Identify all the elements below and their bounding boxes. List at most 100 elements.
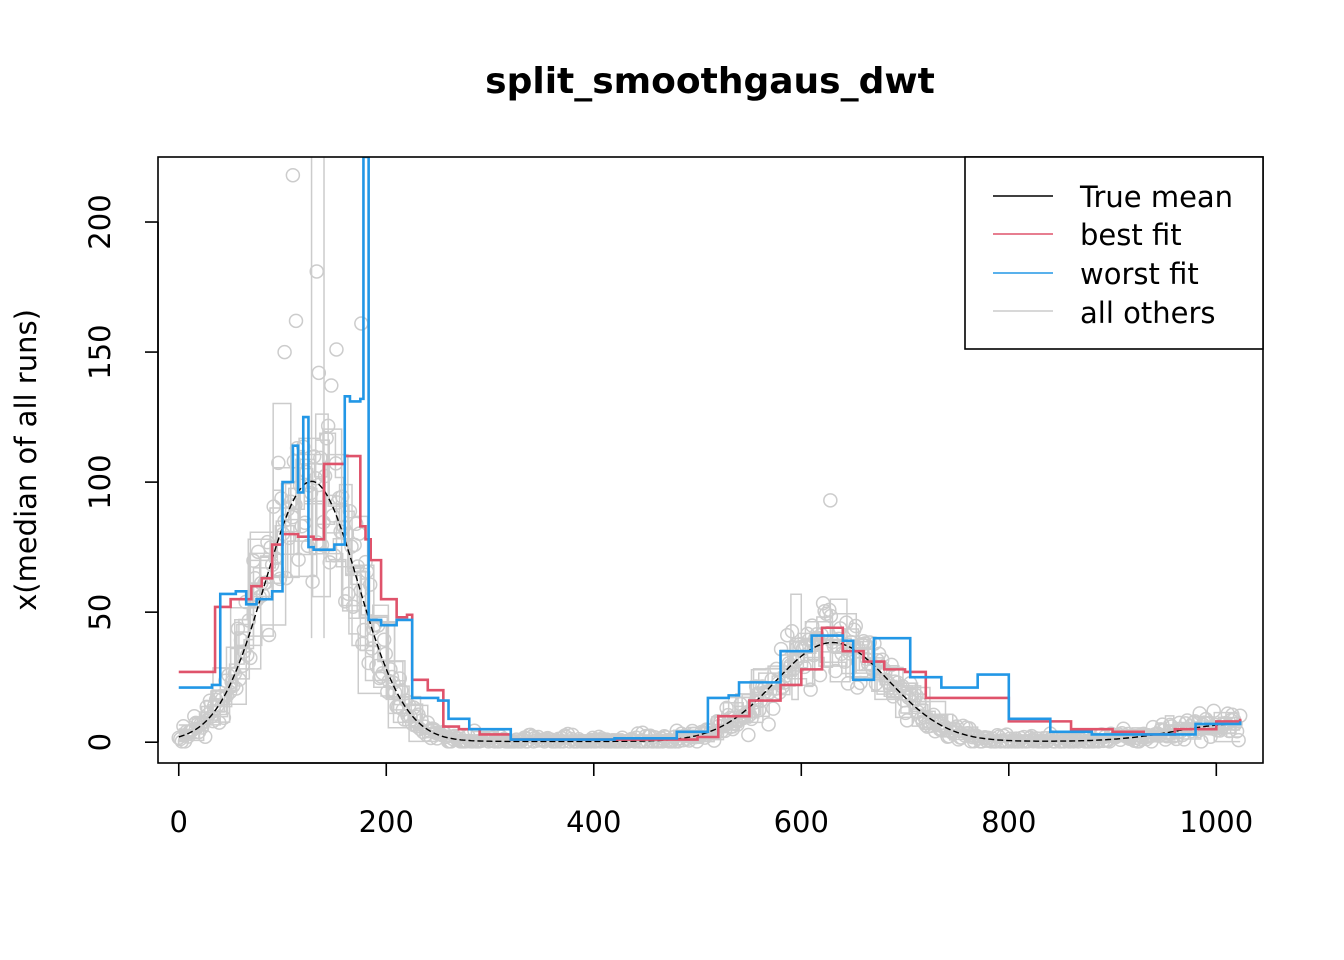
observation-point — [797, 659, 812, 675]
x-tick-label: 200 — [359, 805, 414, 839]
observation-point — [955, 718, 971, 734]
observation-point — [211, 715, 227, 730]
observation-point — [803, 682, 818, 697]
observation-point — [258, 575, 274, 590]
observation-point — [784, 624, 800, 639]
observation-point — [417, 719, 432, 734]
observation-point — [1229, 723, 1245, 739]
observation-point — [423, 730, 439, 746]
observation-point — [1194, 734, 1209, 749]
observation-point — [719, 700, 734, 716]
observation-point — [747, 695, 762, 710]
observation-point — [766, 701, 781, 716]
observation-point-outlier — [309, 264, 324, 279]
observation-point — [806, 647, 821, 663]
observation-point-outlier — [288, 313, 304, 329]
observation-point — [338, 594, 353, 609]
observation-point — [899, 713, 915, 728]
observation-point — [1231, 732, 1246, 748]
observation-point — [856, 633, 871, 649]
true-mean-line — [178, 480, 1240, 743]
observation-point — [230, 621, 246, 637]
x-axis: 0 200 400 600 800 1000 — [170, 762, 1253, 839]
observation-point — [185, 722, 201, 738]
observation-point — [216, 710, 232, 726]
observation-point — [197, 729, 213, 744]
other-run-line — [178, 432, 1241, 743]
y-tick-label: 100 — [83, 454, 117, 509]
observation-point — [291, 552, 306, 567]
observation-point-outlier — [823, 493, 838, 508]
observation-point — [706, 733, 722, 748]
observation-point-outlier — [285, 167, 301, 183]
observation-point — [769, 661, 784, 677]
observation-point — [801, 632, 817, 647]
observation-point — [378, 646, 393, 662]
legend-true-mean-label: True mean — [1079, 180, 1233, 214]
observation-point — [761, 717, 776, 732]
other-run-line — [178, 482, 1241, 743]
observation-point — [839, 615, 854, 630]
observation-point — [822, 602, 837, 618]
x-tick-label: 800 — [981, 805, 1036, 839]
observation-point — [239, 647, 255, 663]
chart-title: split_smoothgaus_dwt — [485, 61, 935, 102]
x-tick-label: 600 — [774, 805, 829, 839]
observation-point — [892, 683, 907, 698]
observation-point — [297, 515, 313, 530]
observation-point — [241, 613, 257, 628]
observation-point — [895, 678, 910, 694]
observation-point — [325, 508, 341, 523]
observation-point — [324, 378, 339, 393]
observation-point — [288, 497, 303, 513]
y-axis-label: x(median of all runs) — [9, 309, 43, 611]
legend-all-others-label: all others — [1080, 296, 1215, 330]
observation-point — [348, 516, 364, 532]
observation-point — [848, 618, 864, 634]
observation-point — [361, 655, 376, 671]
legend-best-fit-label: best fit — [1080, 218, 1182, 252]
observation-point — [355, 636, 370, 652]
observation-point — [359, 564, 375, 579]
observation-point — [823, 608, 839, 624]
observation-point — [741, 727, 756, 743]
observation-point — [387, 685, 403, 700]
observation-point — [294, 519, 309, 534]
observation-point — [384, 669, 400, 685]
observation-point — [383, 662, 398, 677]
observation-point — [246, 553, 261, 568]
observation-point — [280, 502, 295, 517]
other-run-line — [178, 439, 1241, 743]
observation-point — [342, 504, 358, 519]
observation-point — [266, 499, 281, 514]
observation-point — [362, 577, 378, 592]
y-tick-label: 0 — [83, 733, 117, 751]
x-tick-label: 400 — [566, 805, 621, 839]
observation-point-outlier — [329, 342, 344, 357]
observation-point — [837, 654, 853, 669]
observation-point — [320, 418, 336, 434]
x-tick-label: 0 — [170, 805, 188, 839]
observation-point-outlier — [354, 316, 369, 331]
legend-worst-fit-label: worst fit — [1080, 257, 1199, 291]
observation-point — [313, 450, 328, 466]
observation-point — [261, 627, 277, 643]
observation-point — [392, 671, 408, 686]
observation-point-outlier — [311, 365, 327, 381]
observation-point — [397, 712, 412, 727]
y-tick-label: 50 — [83, 594, 117, 631]
observation-point — [909, 688, 924, 703]
observation-point — [229, 681, 244, 696]
observation-point — [344, 539, 359, 554]
y-tick-label: 150 — [83, 324, 117, 379]
observation-point — [334, 489, 350, 504]
observation-point — [744, 711, 759, 727]
observation-point — [787, 654, 803, 670]
observation-point — [376, 632, 392, 647]
legend: True mean best fit worst fit all others — [964, 156, 1264, 350]
worst-fit-line — [178, 157, 1242, 741]
observation-point — [1206, 703, 1221, 719]
observation-point — [345, 599, 361, 614]
observation-point — [250, 544, 266, 560]
